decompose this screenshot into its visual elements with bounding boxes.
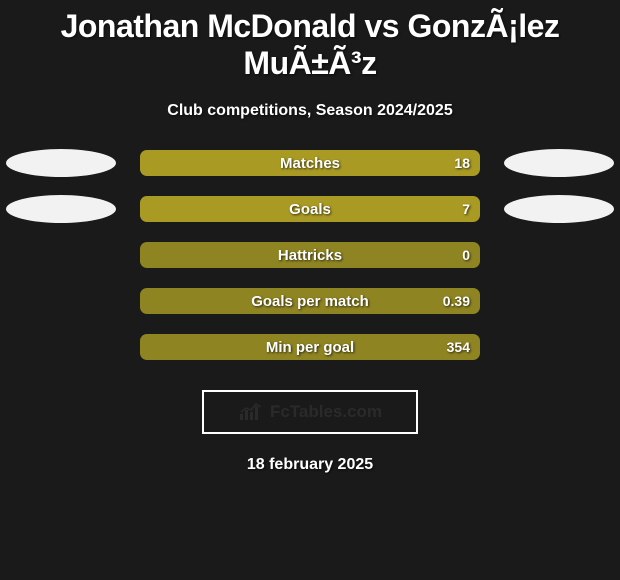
- comparison-subtitle: Club competitions, Season 2024/2025: [0, 102, 620, 120]
- stat-row: Matches 18: [0, 150, 620, 176]
- stat-value: 0: [462, 247, 470, 263]
- stat-label: Goals per match: [251, 293, 369, 310]
- stat-value: 18: [454, 155, 470, 171]
- stat-rows: Matches 18 Goals 7 Hattricks 0 Goals per…: [0, 150, 620, 360]
- right-ellipse: [504, 195, 614, 223]
- right-ellipse: [504, 149, 614, 177]
- stat-row: Goals 7: [0, 196, 620, 222]
- stat-bar: Goals per match 0.39: [140, 288, 480, 314]
- stat-row: Min per goal 354: [0, 334, 620, 360]
- date-label: 18 february 2025: [0, 456, 620, 474]
- stat-bar: Min per goal 354: [140, 334, 480, 360]
- left-ellipse: [6, 149, 116, 177]
- stat-bar: Matches 18: [140, 150, 480, 176]
- left-ellipse: [6, 195, 116, 223]
- stat-label: Matches: [280, 155, 340, 172]
- brand-box[interactable]: FcTables.com: [202, 390, 418, 434]
- stat-row: Goals per match 0.39: [0, 288, 620, 314]
- stat-row: Hattricks 0: [0, 242, 620, 268]
- comparison-title: Jonathan McDonald vs GonzÃ¡lez MuÃ±Ã³z: [0, 0, 620, 82]
- stat-label: Min per goal: [266, 339, 354, 356]
- brand-text: FcTables.com: [270, 402, 382, 422]
- barchart-icon: [238, 402, 266, 422]
- stat-label: Goals: [289, 201, 331, 218]
- stat-value: 0.39: [443, 293, 470, 309]
- stat-value: 7: [462, 201, 470, 217]
- stat-bar: Hattricks 0: [140, 242, 480, 268]
- stat-value: 354: [447, 339, 470, 355]
- stat-label: Hattricks: [278, 247, 342, 264]
- stat-bar: Goals 7: [140, 196, 480, 222]
